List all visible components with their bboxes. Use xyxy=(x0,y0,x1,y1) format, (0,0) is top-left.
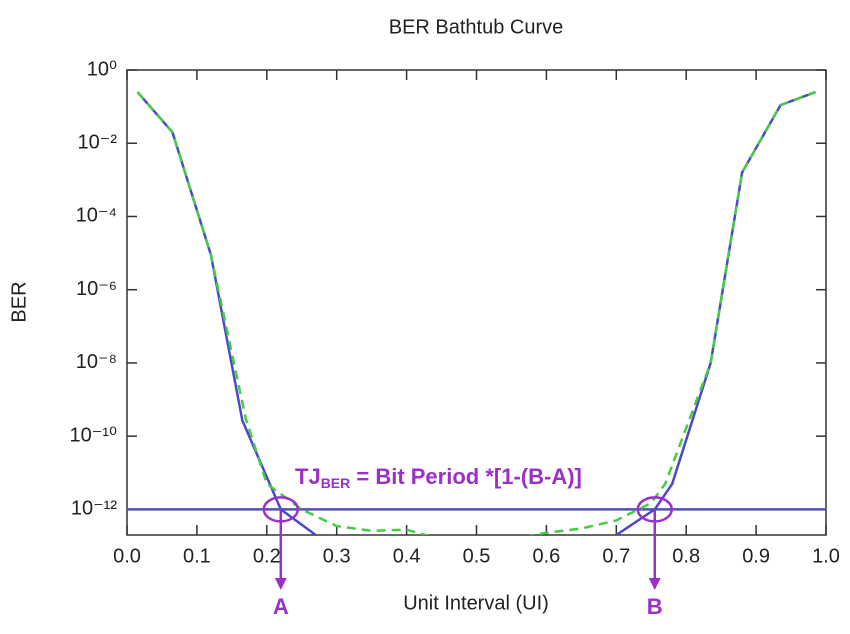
arrow-head xyxy=(274,578,287,590)
y-tick-label: 10⁻¹⁰ xyxy=(70,424,117,446)
x-tick-label: 0.7 xyxy=(602,545,630,567)
x-tick-label: 0.0 xyxy=(113,545,141,567)
y-tick-label: 10⁻⁸ xyxy=(76,351,117,373)
y-tick-label: 10⁻¹² xyxy=(71,498,117,520)
y-tick-label: 10⁰ xyxy=(87,58,117,80)
x-tick-label: 0.9 xyxy=(742,545,770,567)
marker-label: B xyxy=(647,594,663,619)
x-tick-label: 0.3 xyxy=(323,545,351,567)
chart-title: BER Bathtub Curve xyxy=(389,16,564,38)
annotation-part: BER xyxy=(321,475,351,491)
annotation-part: = Bit Period *[1-(B-A)] xyxy=(350,464,582,489)
y-axis-label: BER xyxy=(8,281,30,322)
y-tick-label: 10⁻⁴ xyxy=(76,205,117,227)
arrow-head xyxy=(648,578,661,590)
x-tick-label: 1.0 xyxy=(812,545,840,567)
x-tick-label: 0.1 xyxy=(183,545,211,567)
y-tick-label: 10⁻² xyxy=(78,132,118,154)
series-line xyxy=(136,90,816,535)
x-axis-label: Unit Interval (UI) xyxy=(403,592,549,614)
x-tick-label: 0.2 xyxy=(253,545,281,567)
x-tick-label: 0.4 xyxy=(393,545,421,567)
annotation: TJBER = Bit Period *[1-(B-A)] xyxy=(295,464,582,491)
annotation-part: TJ xyxy=(295,464,321,489)
x-tick-label: 0.5 xyxy=(463,545,491,567)
marker-label: A xyxy=(273,594,289,619)
x-tick-label: 0.6 xyxy=(532,545,560,567)
y-tick-label: 10⁻⁶ xyxy=(76,278,117,300)
x-tick-label: 0.8 xyxy=(672,545,700,567)
